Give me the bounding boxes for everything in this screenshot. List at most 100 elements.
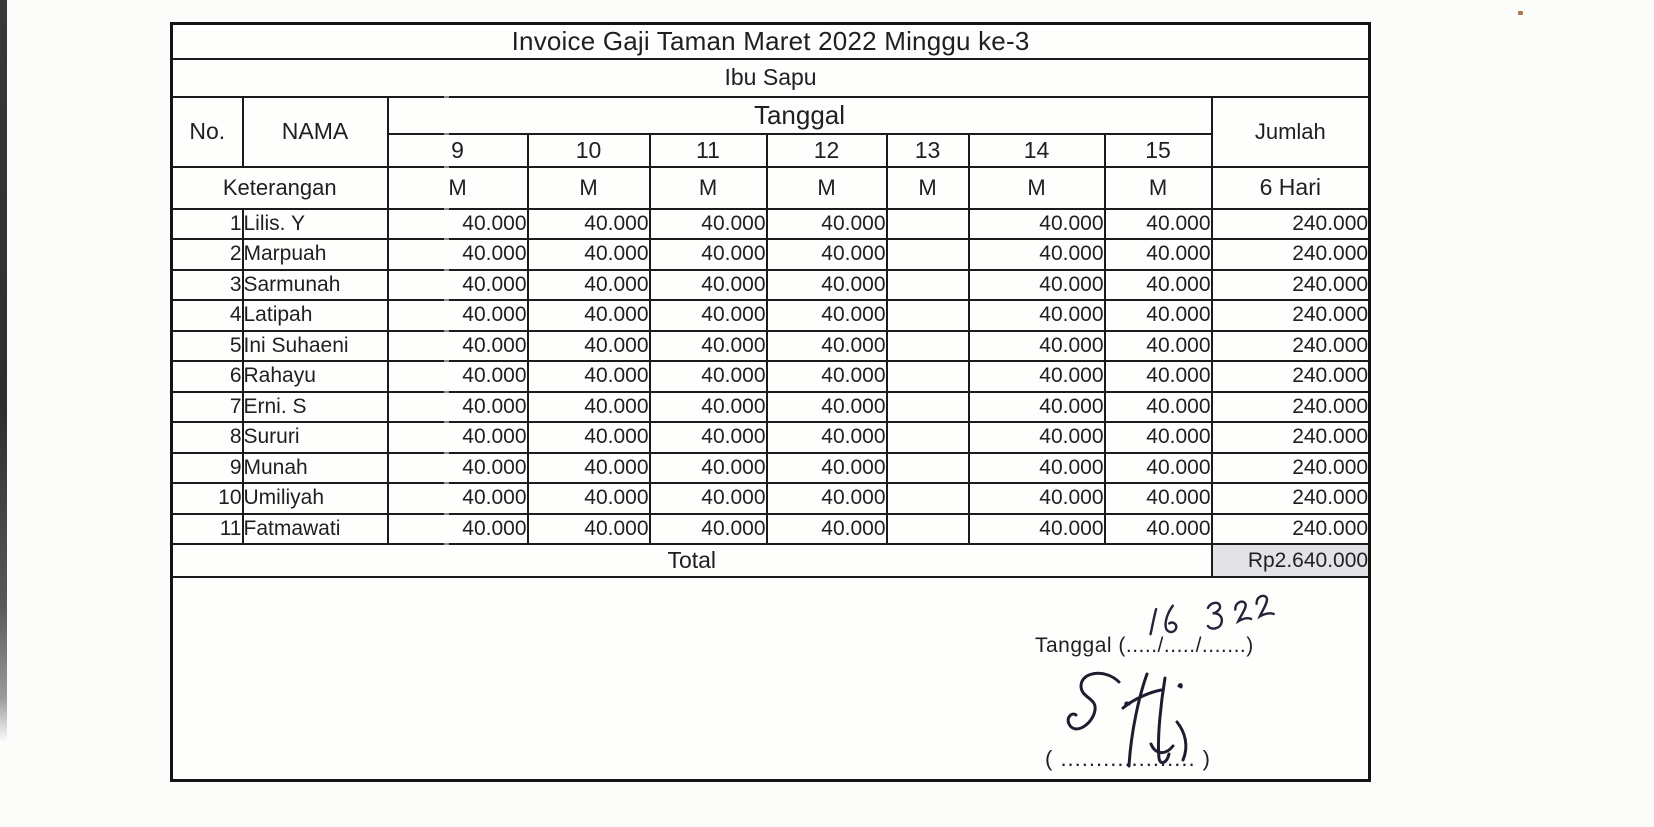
value-cell: 40.000 (386, 390, 529, 423)
value-cell (885, 390, 970, 423)
date-header: 12 (765, 132, 888, 168)
name-cell: Ini Suhaeni (241, 329, 389, 362)
table-row: 6 Rahayu 40.000 40.000 40.000 40.000 40.… (170, 360, 1371, 393)
value-cell: 40.000 (967, 512, 1106, 545)
name-cell: Munah (241, 451, 389, 484)
value-cell: 40.000 (765, 482, 888, 515)
value-cell: 40.000 (967, 360, 1106, 393)
row-number-cell: 1 (170, 207, 244, 240)
value-cell: 40.000 (648, 238, 768, 271)
date-header: 14 (967, 132, 1106, 168)
row-number-cell: 2 (170, 238, 244, 271)
value-cell: 40.000 (765, 238, 888, 271)
title-row: Invoice Gaji Taman Maret 2022 Minggu ke-… (170, 22, 1371, 60)
value-cell: 40.000 (526, 329, 651, 362)
attendance-mark: M (1103, 165, 1213, 210)
value-cell: 40.000 (1103, 451, 1213, 484)
table-row: 10 Umiliyah 40.000 40.000 40.000 40.000 … (170, 482, 1371, 515)
value-cell: 40.000 (386, 207, 529, 240)
jumlah-cell: 240.000 (1210, 329, 1371, 362)
value-cell (885, 329, 970, 362)
name-cell: Marpuah (241, 238, 389, 271)
value-cell: 40.000 (386, 451, 529, 484)
value-cell: 40.000 (1103, 299, 1213, 332)
value-cell: 40.000 (526, 207, 651, 240)
value-cell: 40.000 (386, 329, 529, 362)
value-cell: 40.000 (765, 207, 888, 240)
column-header-tanggal: Tanggal (386, 95, 1213, 135)
value-cell: 40.000 (648, 360, 768, 393)
keterangan-label: Keterangan (170, 165, 389, 210)
invoice-table: Invoice Gaji Taman Maret 2022 Minggu ke-… (170, 22, 1372, 782)
value-cell: 40.000 (526, 299, 651, 332)
total-row: Total Rp2.640.000 (170, 543, 1371, 578)
value-cell: 40.000 (648, 329, 768, 362)
value-cell: 40.000 (765, 360, 888, 393)
date-fill-line: Tanggal (...../...../.......) (1035, 634, 1254, 657)
value-cell: 40.000 (526, 360, 651, 393)
value-cell: 40.000 (526, 268, 651, 301)
date-header-row: 9 10 11 12 13 14 15 (172, 132, 1370, 168)
value-cell: 40.000 (765, 512, 888, 545)
value-cell: 40.000 (526, 451, 651, 484)
value-cell: 40.000 (526, 512, 651, 545)
signature (1059, 666, 1219, 776)
value-cell: 40.000 (386, 360, 529, 393)
row-number-cell: 6 (170, 360, 244, 393)
days-total: 6 Hari (1210, 165, 1371, 210)
value-cell (885, 421, 970, 454)
value-cell: 40.000 (967, 482, 1106, 515)
row-number-cell: 4 (170, 299, 244, 332)
attendance-mark: M (386, 165, 529, 210)
value-cell: 40.000 (765, 329, 888, 362)
value-cell: 40.000 (967, 299, 1106, 332)
total-value: Rp2.640.000 (1210, 543, 1371, 578)
value-cell (885, 512, 970, 545)
attendance-mark: M (648, 165, 768, 210)
date-header: 13 (885, 132, 970, 168)
attendance-mark: M (526, 165, 651, 210)
value-cell: 40.000 (1103, 268, 1213, 301)
jumlah-cell: 240.000 (1210, 451, 1371, 484)
value-cell: 40.000 (648, 299, 768, 332)
value-cell: 40.000 (386, 299, 529, 332)
footer-row: Tanggal (...../...../.......) (170, 576, 1371, 781)
value-cell (885, 299, 970, 332)
value-cell: 40.000 (967, 421, 1106, 454)
jumlah-cell: 240.000 (1210, 390, 1371, 423)
date-header: 9 (386, 132, 529, 168)
value-cell: 40.000 (765, 299, 888, 332)
jumlah-cell: 240.000 (1210, 512, 1371, 545)
value-cell: 40.000 (526, 482, 651, 515)
value-cell: 40.000 (648, 512, 768, 545)
name-cell: Sarmunah (241, 268, 389, 301)
name-cell: Rahayu (241, 360, 389, 393)
document-title: Invoice Gaji Taman Maret 2022 Minggu ke-… (170, 22, 1371, 60)
header-row-group: No. NAMA Tanggal Jumlah (170, 95, 1371, 168)
value-cell: 40.000 (386, 421, 529, 454)
value-cell: 40.000 (967, 390, 1106, 423)
handwritten-year (1230, 590, 1282, 633)
value-cell: 40.000 (1103, 238, 1213, 271)
value-cell (885, 238, 970, 271)
value-cell: 40.000 (386, 238, 529, 271)
name-cell: Erni. S (241, 390, 389, 423)
signature-area: Tanggal (...../...../.......) (170, 576, 1371, 781)
table-row: 7 Erni. S 40.000 40.000 40.000 40.000 40… (170, 390, 1371, 423)
value-cell: 40.000 (967, 451, 1106, 484)
table-row: 2 Marpuah 40.000 40.000 40.000 40.000 40… (170, 238, 1371, 271)
attendance-mark: M (967, 165, 1106, 210)
value-cell (885, 207, 970, 240)
attendance-mark: M (885, 165, 970, 210)
table-row: 1 Lilis. Y 40.000 40.000 40.000 40.000 4… (170, 207, 1371, 240)
signature-fill-line: ( ................... ) (1045, 746, 1212, 771)
date-header: 10 (526, 132, 651, 168)
table-row: 5 Ini Suhaeni 40.000 40.000 40.000 40.00… (170, 329, 1371, 362)
handwritten-day (1143, 601, 1188, 642)
date-header: 11 (648, 132, 768, 168)
row-number-cell: 3 (170, 268, 244, 301)
value-cell: 40.000 (648, 421, 768, 454)
document-subtitle: Ibu Sapu (170, 57, 1371, 98)
jumlah-cell: 240.000 (1210, 360, 1371, 393)
